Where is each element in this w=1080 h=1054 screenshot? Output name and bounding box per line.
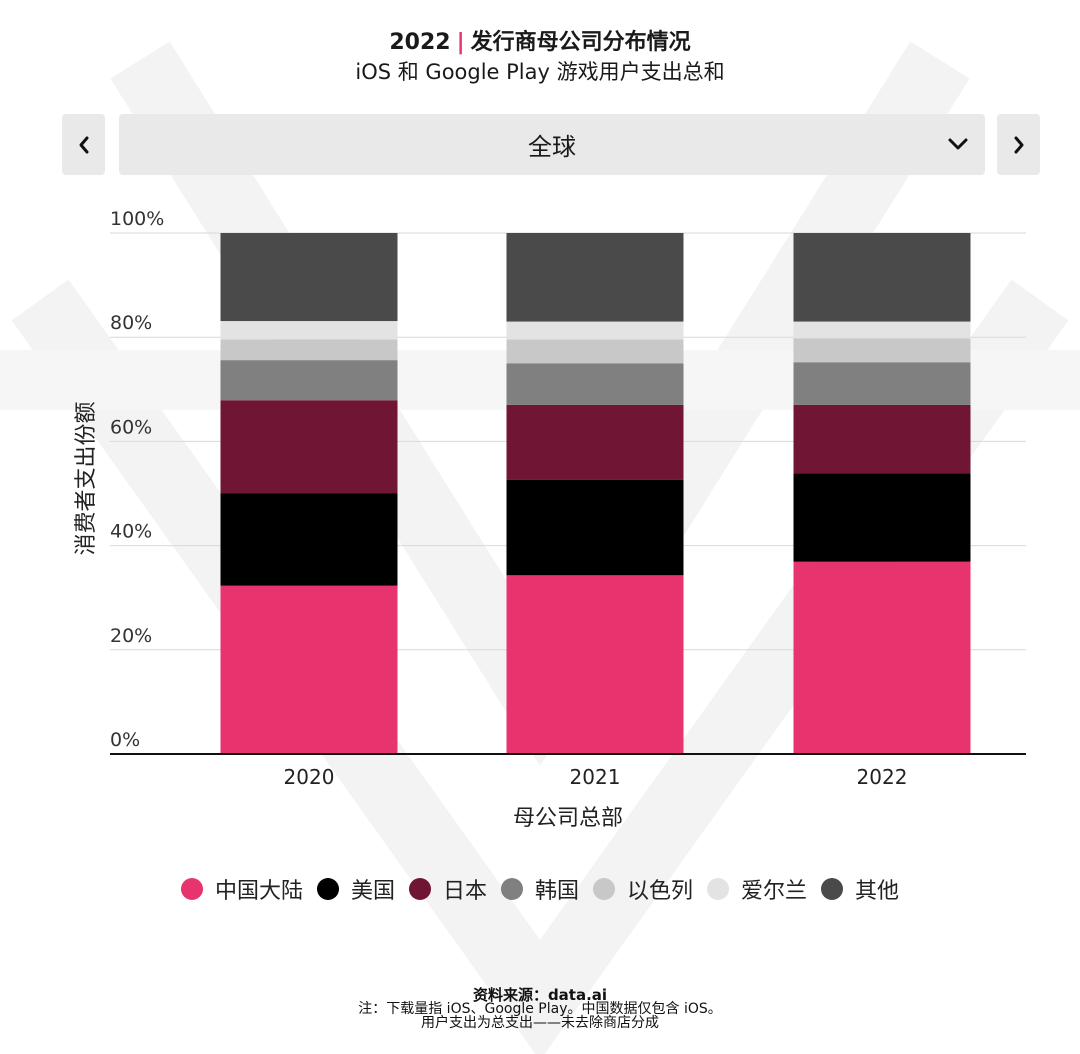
bar-segment xyxy=(220,400,398,494)
y-axis-title: 消费者支出份额 xyxy=(74,401,99,555)
legend-label: 爱尔兰 xyxy=(741,879,808,904)
source-note: 资料来源：data.ai 注：下载量指 iOS、Google Play。中国数据… xyxy=(0,986,1080,1031)
y-tick-label: 0% xyxy=(110,729,140,751)
bar-segment xyxy=(793,473,971,562)
legend-label: 韩国 xyxy=(534,879,579,904)
legend-swatch xyxy=(408,878,431,900)
bars xyxy=(220,233,971,754)
bar-segment xyxy=(506,363,684,405)
source-label: 资料来源：data.ai xyxy=(472,986,608,1004)
bar-segment xyxy=(506,321,684,340)
bar-segment xyxy=(220,233,398,322)
bar-segment xyxy=(506,575,684,754)
bar-segment xyxy=(506,233,684,322)
bar-segment xyxy=(220,360,398,401)
y-tick-label: 20% xyxy=(110,625,152,647)
legend-label: 以色列 xyxy=(627,879,694,904)
bar-segment xyxy=(793,404,971,474)
legend-label: 其他 xyxy=(855,879,900,904)
x-tick-label: 2021 xyxy=(570,765,621,789)
legend-label: 中国大陆 xyxy=(214,879,303,904)
legend-swatch xyxy=(500,878,523,900)
legend-item: 以色列 xyxy=(593,873,693,905)
chevron-left-icon xyxy=(79,136,88,153)
legend-label: 美国 xyxy=(350,879,395,904)
bar-segment xyxy=(506,404,684,480)
bar-segment xyxy=(793,338,971,363)
legend-swatch xyxy=(821,878,844,900)
note-line-2: 用户支出为总支出——未去除商店分成 xyxy=(421,1015,659,1031)
legend-swatch xyxy=(707,878,730,900)
legend-item: 中国大陆 xyxy=(180,873,303,905)
chart-subtitle: iOS 和 Google Play 游戏用户支出总和 xyxy=(355,60,725,84)
legend-item: 美国 xyxy=(316,873,395,905)
title-year: 2022 xyxy=(389,30,451,55)
x-tick-label: 2020 xyxy=(284,765,335,789)
legend-item: 其他 xyxy=(821,873,899,905)
bar-segment xyxy=(793,321,971,339)
x-axis-ticks: 2020 2021 2022 xyxy=(284,765,908,789)
y-tick-label: 100% xyxy=(110,208,164,230)
y-axis-ticks: 0% 20% 40% 60% 80% 100% xyxy=(110,208,164,751)
legend-item: 日本 xyxy=(408,873,487,905)
legend-item: 爱尔兰 xyxy=(707,873,807,905)
stacked-bar-chart: 0% 20% 40% 60% 80% 100% 2020 2021 2022 母公司总部 消费… xyxy=(74,208,1026,831)
bar-segment xyxy=(220,493,398,586)
region-dropdown-value: 全球 xyxy=(528,133,576,161)
prev-region-button[interactable] xyxy=(62,114,105,175)
next-region-button[interactable] xyxy=(997,114,1040,175)
bar-segment xyxy=(220,321,398,340)
bar-segment xyxy=(506,339,684,364)
x-axis-title: 母公司总部 xyxy=(513,806,623,831)
chart-header: 2022 | 发行商母公司分布情况 iOS 和 Google Play 游戏用户支出… xyxy=(0,28,1080,86)
bar-segment xyxy=(506,479,684,576)
y-tick-label: 40% xyxy=(110,521,152,543)
y-tick-label: 80% xyxy=(110,312,152,334)
bar-segment xyxy=(220,585,398,754)
bar-segment xyxy=(220,339,398,361)
legend-label: 日本 xyxy=(442,879,487,904)
legend-item: 韩国 xyxy=(500,873,579,905)
chevron-down-icon xyxy=(948,138,968,150)
chart-legend: 中国大陆 美国 日本 韩国 以色列 爱尔兰 其他 xyxy=(0,873,1080,905)
note-line-1: 注：下载量指 iOS、Google Play。中国数据仅包含 iOS。 xyxy=(358,1001,722,1017)
y-tick-label: 60% xyxy=(110,416,152,438)
x-tick-label: 2022 xyxy=(857,765,908,789)
legend-swatch xyxy=(316,878,339,900)
legend-swatch xyxy=(593,878,615,900)
legend-swatch xyxy=(180,878,203,900)
title-separator: | xyxy=(456,30,465,55)
bar-segment xyxy=(793,561,971,754)
bar-segment xyxy=(793,233,971,322)
chart-title: 2022 | 发行商母公司分布情况 xyxy=(0,28,1080,58)
title-text: 发行商母公司分布情况 xyxy=(470,30,691,55)
region-dropdown[interactable]: 全球 xyxy=(119,114,985,175)
bar-segment xyxy=(793,362,971,405)
chevron-right-icon xyxy=(1014,136,1023,153)
